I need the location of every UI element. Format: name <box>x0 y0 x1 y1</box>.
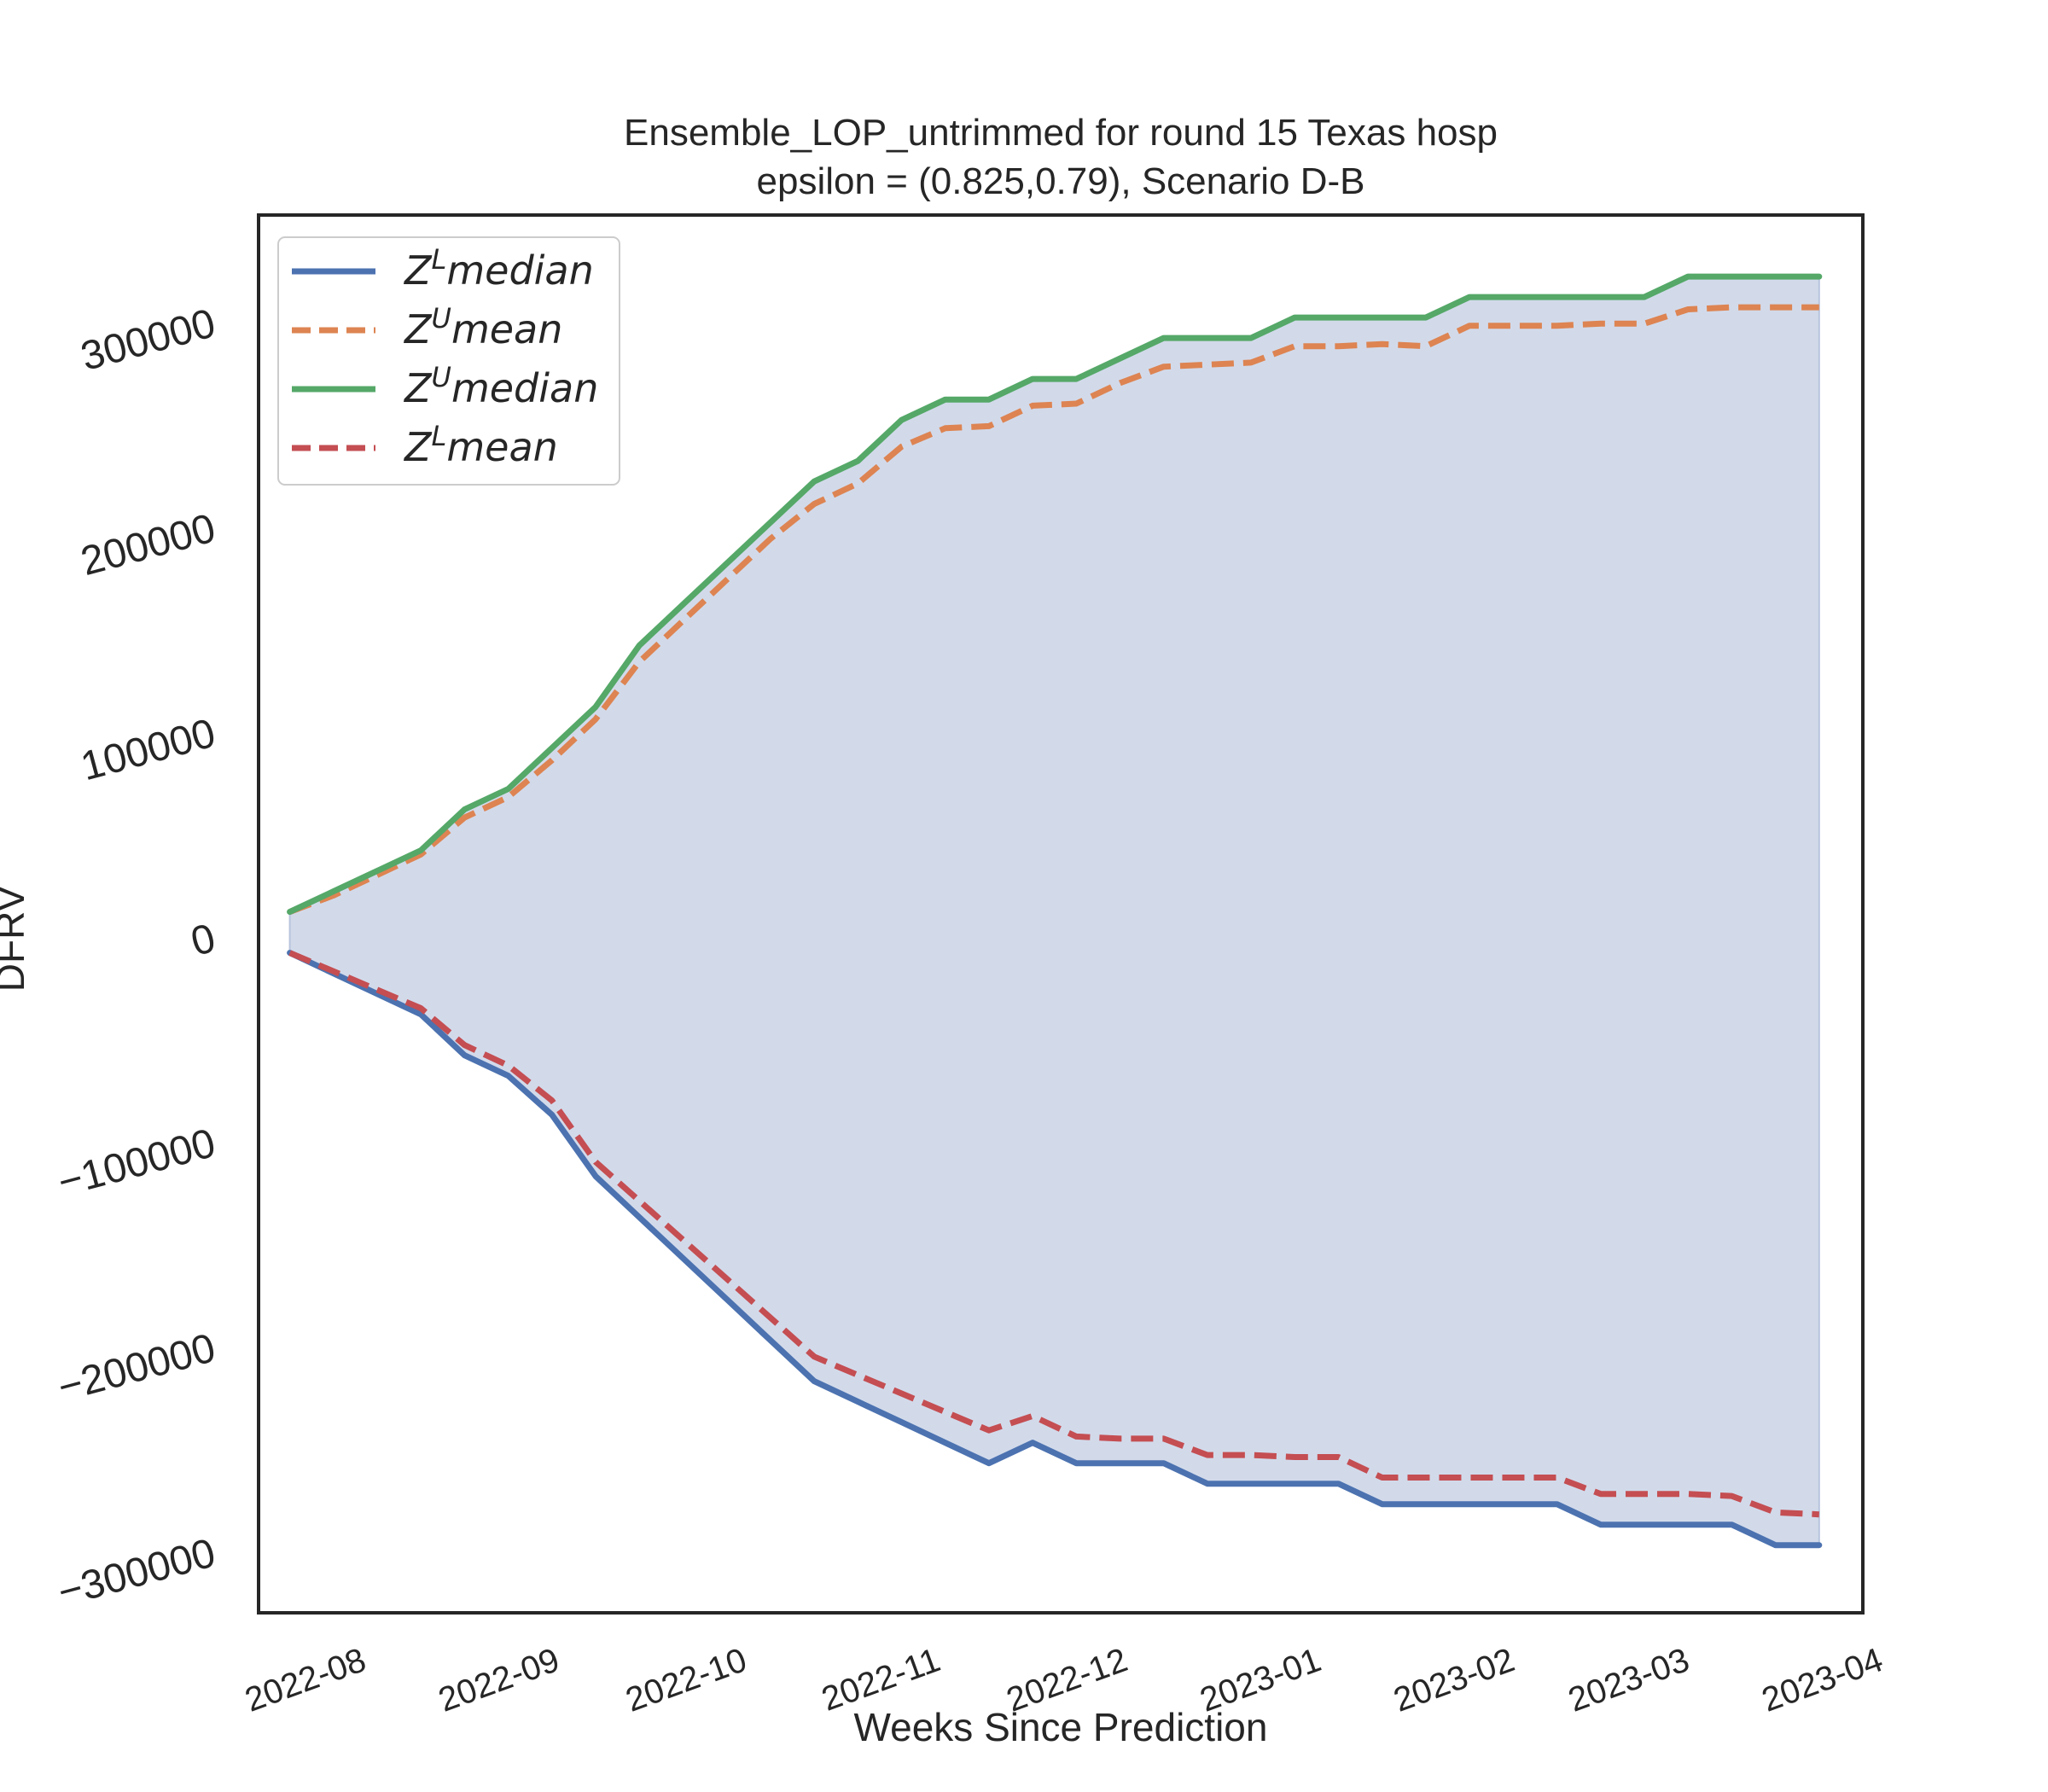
series-line-z-l-mean <box>288 950 1819 1518</box>
y-tick-label: −100000 <box>53 1120 220 1206</box>
axes-frame <box>257 213 1865 1615</box>
y-tick-label: 100000 <box>76 711 219 790</box>
legend: ZLmedian ZUmean ZUmedian ZLmean <box>277 236 620 486</box>
y-tick-label: 200000 <box>76 505 219 585</box>
legend-label: ZUmean <box>403 302 562 352</box>
y-tick-label: 0 <box>186 916 220 965</box>
x-tick-label: 2023-04 <box>1757 1641 1888 1719</box>
x-axis-label: Weeks Since Prediction <box>854 1705 1268 1749</box>
legend-frame <box>277 236 620 486</box>
y-tick-labels: 300000 200000 100000 0 −100000 −200000 −300000 <box>53 300 220 1615</box>
chart-subtitle: epsilon = (0.825,0.79), Scenario D-B <box>757 160 1365 202</box>
plot-area <box>287 273 1823 1549</box>
x-tick-label: 2023-02 <box>1388 1641 1519 1719</box>
y-tick-label: −200000 <box>53 1325 220 1411</box>
series-lines <box>287 273 1823 1549</box>
series-line-z-l-median <box>287 950 1823 1549</box>
y-tick-label: 300000 <box>76 300 219 380</box>
legend-label: ZLmedian <box>403 243 594 294</box>
series-line-z-u-median <box>287 273 1823 916</box>
x-tick-label: 2022-09 <box>433 1641 564 1719</box>
y-tick-label: −300000 <box>53 1530 220 1615</box>
x-tick-label: 2022-08 <box>240 1641 370 1719</box>
y-axis-label: DFRV <box>0 885 32 992</box>
legend-label: ZUmedian <box>403 361 598 411</box>
legend-label: ZLmean <box>403 420 558 470</box>
x-tick-label: 2022-10 <box>621 1641 752 1719</box>
x-tick-label: 2023-03 <box>1563 1641 1694 1719</box>
series-line-z-u-mean <box>288 304 1819 915</box>
chart-title: Ensemble_LOP_untrimmed for round 15 Texa… <box>624 112 1498 154</box>
